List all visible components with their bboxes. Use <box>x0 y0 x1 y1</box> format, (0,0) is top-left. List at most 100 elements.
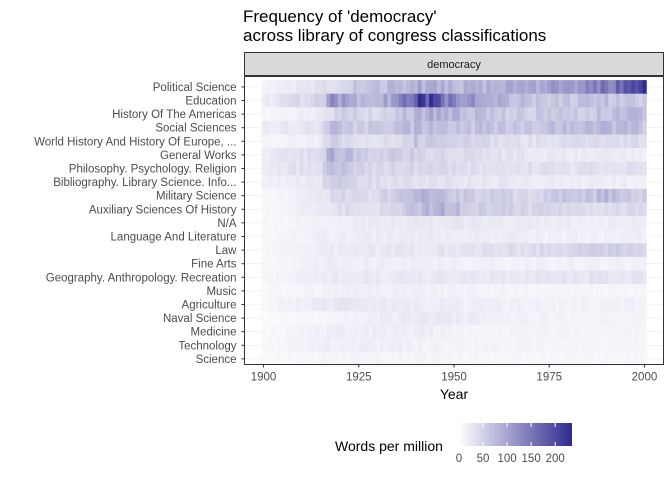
heatmap-cell <box>604 352 609 366</box>
heatmap-cell <box>330 338 335 353</box>
heatmap-cell <box>551 202 556 217</box>
heatmap-cell <box>284 148 289 162</box>
heatmap-cell <box>273 188 278 203</box>
heatmap-cell <box>474 93 480 108</box>
heatmap-cell <box>284 175 289 190</box>
heatmap-cell <box>467 202 472 217</box>
heatmap-cell <box>368 311 373 326</box>
heatmap-cell <box>280 107 285 122</box>
heatmap-cell <box>638 161 643 176</box>
heatmap-cell <box>330 202 335 217</box>
heatmap-cell <box>383 134 388 149</box>
heatmap-cell <box>364 311 369 326</box>
heatmap-cell <box>520 202 525 217</box>
heatmap-cell <box>494 202 499 217</box>
heatmap-cell <box>501 202 506 217</box>
heatmap-cell <box>425 93 430 108</box>
heatmap-cell <box>303 256 308 271</box>
heatmap-cell <box>364 188 369 203</box>
heatmap-cell <box>558 256 563 271</box>
heatmap-cell <box>326 148 331 162</box>
heatmap-cell <box>322 270 327 285</box>
heatmap-cell <box>448 148 453 162</box>
heatmap-cell <box>421 256 426 271</box>
heatmap-cell <box>604 80 609 94</box>
heatmap-cell <box>299 188 304 203</box>
heatmap-cell <box>368 148 373 162</box>
heatmap-cell <box>520 311 525 326</box>
heatmap-cell <box>429 338 434 353</box>
heatmap-cell <box>596 134 602 149</box>
heatmap-cell <box>478 284 483 298</box>
heatmap-cell <box>638 188 643 203</box>
heatmap-cell <box>269 297 274 312</box>
heatmap-cell <box>585 93 590 108</box>
heatmap-cell <box>364 148 369 162</box>
heatmap-cell <box>612 216 617 230</box>
heatmap-cell <box>619 175 624 190</box>
heatmap-cell <box>337 188 343 203</box>
heatmap-cell <box>387 243 392 258</box>
heatmap-cell <box>391 120 396 135</box>
heatmap-cell <box>417 243 423 258</box>
heatmap-cell <box>524 284 529 298</box>
heatmap-cell <box>581 216 586 230</box>
heatmap-cell <box>318 175 323 190</box>
heatmap-cell <box>330 243 335 258</box>
heatmap-cell <box>444 202 449 217</box>
heatmap-cell <box>311 80 316 94</box>
heatmap-cell <box>360 120 365 135</box>
heatmap-cell <box>387 161 392 176</box>
y-tick-label: Philosophy. Psychology. Religion <box>69 164 237 176</box>
heatmap-cell <box>459 134 464 149</box>
heatmap-cell <box>280 175 285 190</box>
heatmap-cell <box>448 134 453 149</box>
heatmap-cell <box>288 80 293 94</box>
heatmap-cell <box>474 270 480 285</box>
heatmap-cell <box>638 338 643 353</box>
heatmap-cell <box>528 107 533 122</box>
heatmap-cell <box>337 311 343 326</box>
heatmap-cell <box>394 256 400 271</box>
heatmap-cell <box>535 284 541 298</box>
heatmap-cell <box>532 324 537 339</box>
heatmap-cell <box>375 80 381 94</box>
heatmap-cell <box>440 134 445 149</box>
heatmap-cell <box>497 270 503 285</box>
heatmap-cell <box>562 188 567 203</box>
heatmap-cell <box>349 338 354 353</box>
heatmap-cell <box>516 107 522 122</box>
heatmap-cell <box>459 324 464 339</box>
heatmap-cell <box>349 243 354 258</box>
heatmap-cell <box>490 80 495 94</box>
heatmap-cell <box>467 80 472 94</box>
heatmap-cell <box>604 134 609 149</box>
heatmap-cell <box>280 324 285 339</box>
heatmap-cell <box>562 216 567 230</box>
heatmap-cell <box>375 188 381 203</box>
heatmap-cell <box>604 229 609 244</box>
heatmap-cell <box>322 202 327 217</box>
heatmap-cell <box>353 134 358 149</box>
heatmap-cell <box>554 352 560 366</box>
heatmap-cell <box>295 161 301 176</box>
heatmap-cell <box>292 134 297 149</box>
heatmap-cell <box>387 202 392 217</box>
heatmap-cell <box>619 188 624 203</box>
heatmap-cell <box>436 93 442 108</box>
heatmap-cell <box>368 243 373 258</box>
heatmap-cell <box>528 229 533 244</box>
heatmap-cell <box>554 338 560 353</box>
heatmap-cell <box>372 202 377 217</box>
heatmap-cell <box>551 188 556 203</box>
heatmap-cell <box>295 270 301 285</box>
heatmap-cell <box>562 284 567 298</box>
heatmap-cell <box>452 324 457 339</box>
heatmap-cell <box>547 229 552 244</box>
heatmap-cell <box>627 175 632 190</box>
heatmap-cell <box>326 188 331 203</box>
heatmap-cell <box>421 216 426 230</box>
heatmap-cell <box>452 216 457 230</box>
heatmap-cell <box>433 216 438 230</box>
heatmap-cell <box>414 93 419 108</box>
